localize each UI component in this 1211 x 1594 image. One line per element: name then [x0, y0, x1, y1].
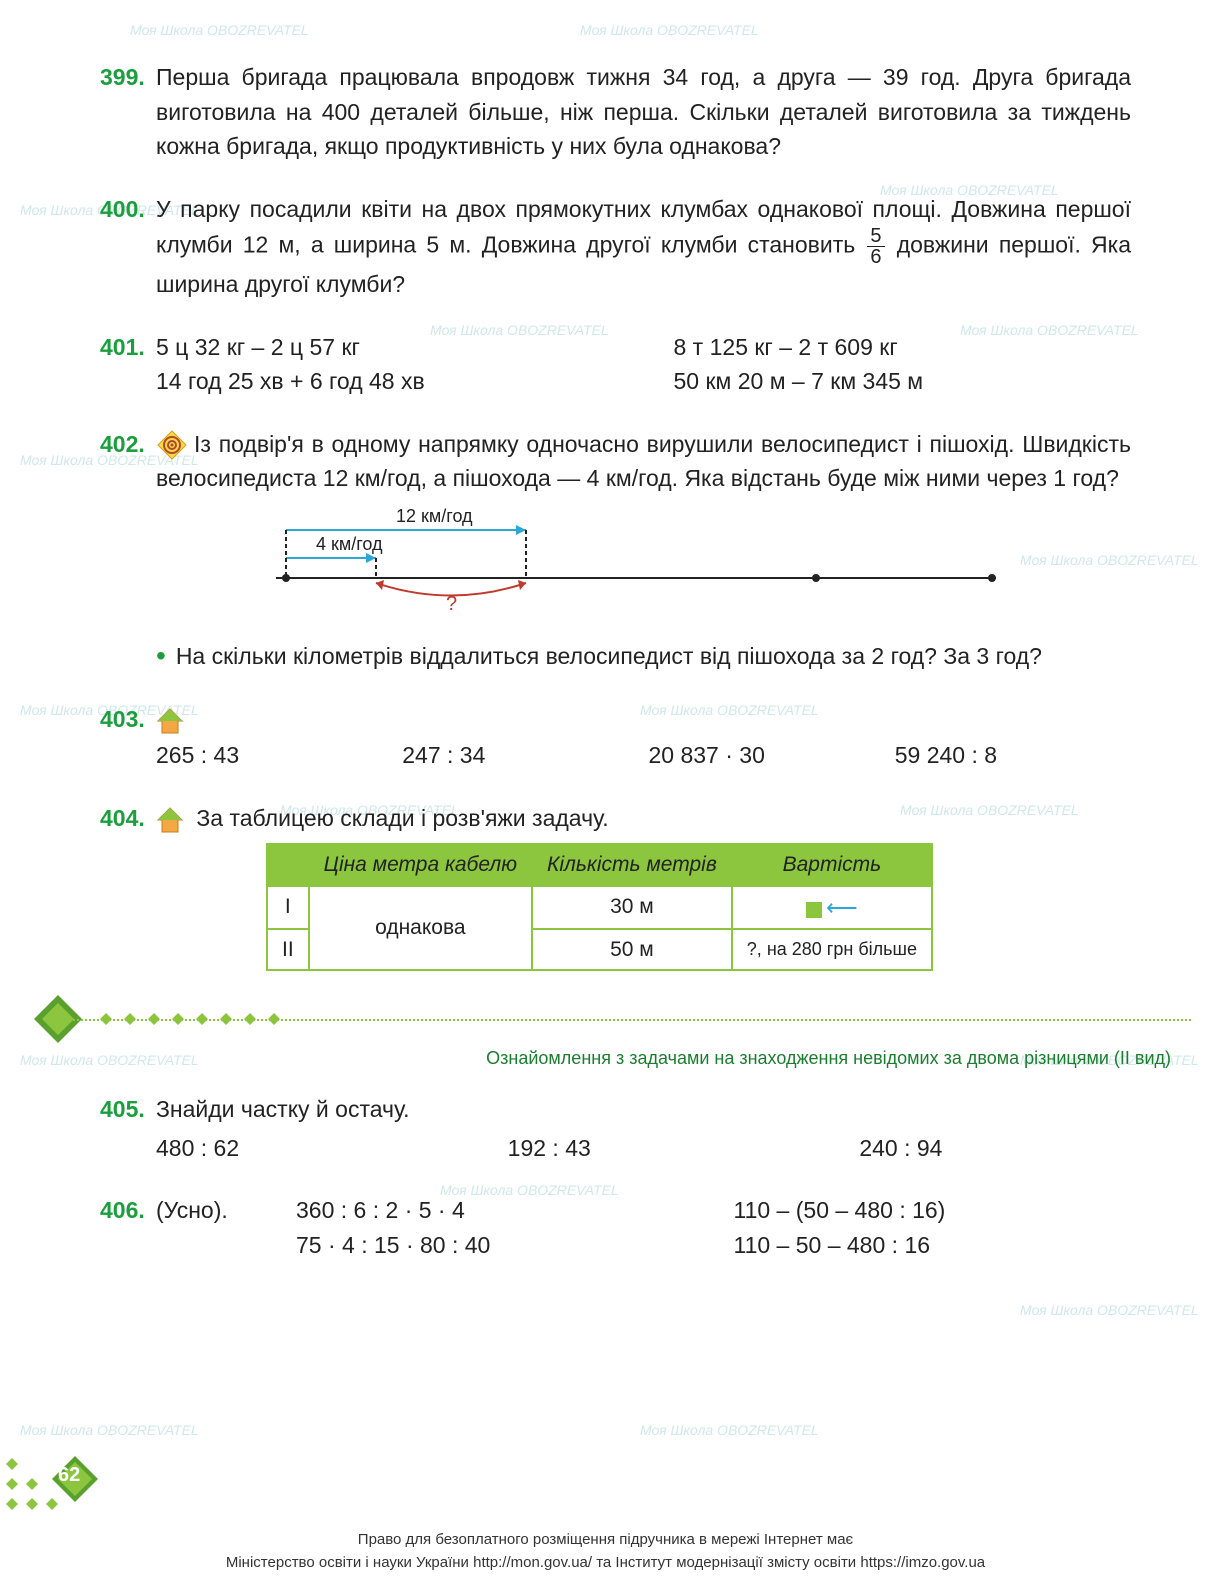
problem-403: 403. 265 : 43 247 : 34 20 837 · 30 59 24…	[100, 702, 1131, 773]
bullet-text: На скільки кілометрів віддалиться велоси…	[176, 639, 1042, 674]
row-label-1: I	[267, 886, 309, 929]
expr: 20 837 · 30	[649, 738, 845, 773]
cell-price: однакова	[309, 886, 532, 971]
cell-cost-2: ?, на 280 грн більше	[732, 929, 932, 971]
expr-row: 480 : 62 192 : 43 240 : 94	[156, 1131, 1131, 1166]
cell-qty-2: 50 м	[532, 929, 732, 971]
row-label-2: II	[267, 929, 309, 971]
problem-number: 401.	[100, 330, 156, 399]
watermark: Моя Школа OBOZREVATEL	[640, 1420, 819, 1441]
expr: 110 – 50 – 480 : 16	[734, 1228, 1132, 1263]
expr: 360 : 6 : 2 · 5 · 4	[296, 1193, 694, 1228]
th-blank	[267, 844, 309, 886]
problem-405: 405. Знайди частку й остачу. 480 : 62 19…	[100, 1092, 1131, 1165]
expr: 192 : 43	[508, 1131, 780, 1166]
green-square-icon	[806, 902, 822, 918]
target-icon	[156, 429, 188, 461]
problem-402: 402. Із подвір'я в одному напрямку одноч…	[100, 427, 1131, 674]
diagram-label-1: 12 км/год	[396, 508, 473, 526]
problem-text: За таблицею склади і розв'яжи задачу. Ці…	[156, 801, 1131, 972]
speed-diagram: 12 км/год 4 км/год ?	[276, 508, 1131, 628]
expr: 5 ц 32 кг – 2 ц 57 кг	[156, 330, 614, 365]
home-icon	[156, 806, 184, 834]
page-number: 62	[58, 1460, 80, 1490]
expr: 14 год 25 хв + 6 год 48 хв	[156, 364, 614, 399]
expr: 8 т 125 кг – 2 т 609 кг	[674, 330, 1132, 365]
watermark: Моя Школа OBOZREVATEL	[20, 1420, 199, 1441]
expr: 59 240 : 8	[895, 738, 1091, 773]
problem-body: За таблицею склади і розв'яжи задачу.	[196, 805, 608, 831]
cost-prefix: ?,	[747, 939, 767, 959]
watermark: Моя Школа OBOZREVATEL	[580, 20, 759, 41]
problem-number: 404.	[100, 801, 156, 972]
cell-qty-1: 30 м	[532, 886, 732, 929]
expr: 75 · 4 : 15 · 80 : 40	[296, 1228, 694, 1263]
bullet-question: • На скільки кілометрів віддалиться вело…	[156, 639, 1131, 674]
problem-text: (Усно). 360 : 6 : 2 · 5 · 4 75 · 4 : 15 …	[156, 1193, 1131, 1262]
cell-cost-1: ⟵	[732, 886, 932, 929]
problem-number: 400.	[100, 192, 156, 302]
bullet-icon: •	[156, 639, 166, 673]
problem-400: 400. У парку посадили квіти на двох прям…	[100, 192, 1131, 302]
expr: 247 : 34	[402, 738, 598, 773]
problem-number: 403.	[100, 702, 156, 773]
home-icon	[156, 707, 184, 735]
cost-note: на 280 грн більше	[767, 939, 917, 959]
data-table: Ціна метра кабелю Кількість метрів Варті…	[266, 843, 933, 971]
section-divider	[70, 1001, 1131, 1037]
diagram-label-2: 4 км/год	[316, 534, 383, 554]
expr: 50 км 20 м – 7 км 345 м	[674, 364, 1132, 399]
expr: 240 : 94	[859, 1131, 1131, 1166]
problem-number: 399.	[100, 60, 156, 164]
fraction: 56	[867, 226, 884, 267]
problem-text: У парку посадили квіти на двох прямокутн…	[156, 192, 1131, 302]
problem-number: 406.	[100, 1193, 156, 1262]
footer-line-1: Право для безоплатного розміщення підруч…	[0, 1529, 1211, 1552]
th-cost: Вартість	[732, 844, 932, 886]
problem-body: Знайди частку й остачу.	[156, 1092, 1131, 1127]
th-qty: Кількість метрів	[532, 844, 732, 886]
th-price: Ціна метра кабелю	[309, 844, 532, 886]
expr: 480 : 62	[156, 1131, 428, 1166]
section-title: Ознайомлення з задачами на знаходження н…	[100, 1045, 1171, 1072]
footer: Право для безоплатного розміщення підруч…	[0, 1529, 1211, 1574]
problem-text: Перша бригада працювала впродовж тижня 3…	[156, 60, 1131, 164]
problem-399: 399. Перша бригада працювала впродовж ти…	[100, 60, 1131, 164]
col-1: 5 ц 32 кг – 2 ц 57 кг 14 год 25 хв + 6 г…	[156, 330, 614, 399]
oral-label: (Усно).	[156, 1193, 256, 1262]
problem-number: 402.	[100, 427, 156, 674]
problem-401: 401. 5 ц 32 кг – 2 ц 57 кг 14 год 25 хв …	[100, 330, 1131, 399]
footer-line-2: Міністерство освіти і науки України http…	[0, 1552, 1211, 1575]
problem-number: 405.	[100, 1092, 156, 1165]
watermark: Моя Школа OBOZREVATEL	[1020, 1300, 1199, 1321]
problem-text: Знайди частку й остачу. 480 : 62 192 : 4…	[156, 1092, 1131, 1165]
problem-text: 265 : 43 247 : 34 20 837 · 30 59 240 : 8	[156, 702, 1131, 773]
problem-404: 404. За таблицею склади і розв'яжи задач…	[100, 801, 1131, 972]
problem-text: Із подвір'я в одному напрямку одночасно …	[156, 427, 1131, 674]
problem-columns: 5 ц 32 кг – 2 ц 57 кг 14 год 25 хв + 6 г…	[156, 330, 1131, 399]
fraction-numerator: 5	[867, 226, 884, 247]
problem-body: Із подвір'я в одному напрямку одночасно …	[156, 431, 1131, 492]
expr: 110 – (50 – 480 : 16)	[734, 1193, 1132, 1228]
watermark: Моя Школа OBOZREVATEL	[130, 20, 309, 41]
expr: 265 : 43	[156, 738, 352, 773]
diagram-qmark: ?	[446, 593, 457, 615]
fraction-denominator: 6	[867, 247, 884, 267]
problem-406: 406. (Усно). 360 : 6 : 2 · 5 · 4 75 · 4 …	[100, 1193, 1131, 1262]
col-2: 8 т 125 кг – 2 т 609 кг 50 км 20 м – 7 к…	[674, 330, 1132, 399]
